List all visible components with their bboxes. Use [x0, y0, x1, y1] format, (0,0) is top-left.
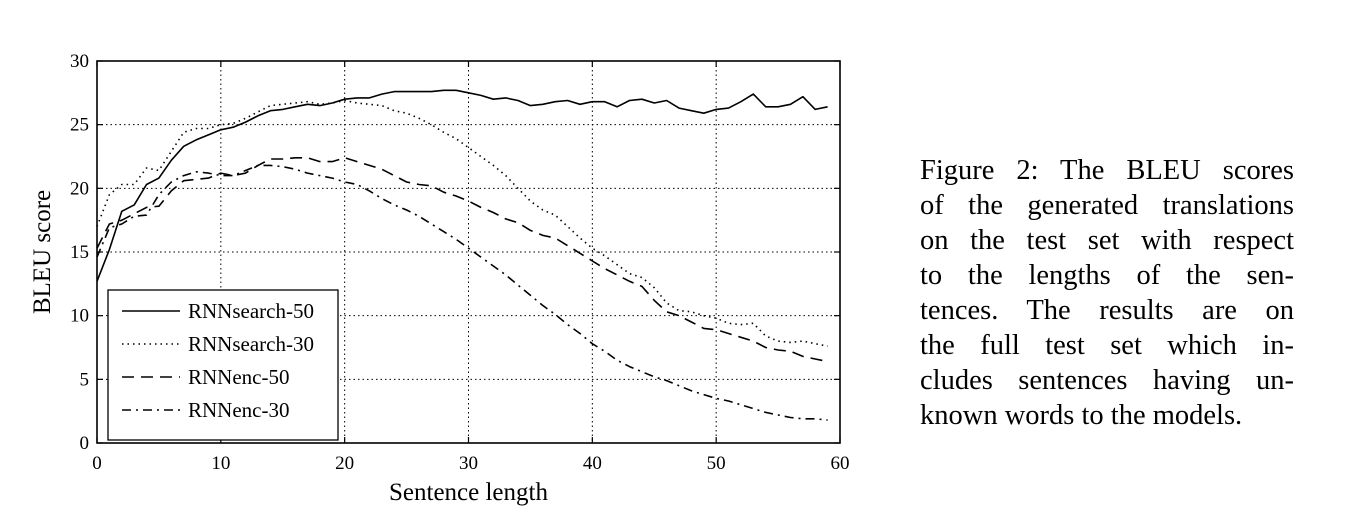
series-line-rnnenc-50: [96, 157, 828, 363]
x-tick-label: 10: [211, 453, 230, 474]
x-tick-label: 20: [335, 453, 354, 474]
legend-box: [107, 289, 339, 441]
x-tick-label: 50: [707, 453, 726, 474]
y-tick-label: 0: [80, 433, 90, 454]
caption-line: the full test set which in-: [920, 330, 1294, 361]
series-line-rnnsearch-30: [96, 99, 828, 347]
legend-label: RNNsearch-30: [188, 332, 314, 356]
figure-caption: Figure 2: The BLEU scores of the generat…: [920, 153, 1294, 433]
caption-line: known words to the models.: [920, 400, 1243, 431]
y-axis-title: BLEU score: [29, 190, 56, 314]
grid-lines: [97, 61, 840, 443]
x-tick-label: 30: [459, 453, 478, 474]
y-tick-label: 30: [70, 51, 89, 72]
legend-label: RNNenc-50: [188, 365, 289, 389]
x-tick-label: 0: [92, 453, 102, 474]
caption-line: on the test set with respect: [920, 225, 1294, 256]
legend: RNNsearch-50 RNNsearch-30 RNNenc-50 RNNenc-…: [107, 289, 339, 441]
y-tick-label: 10: [70, 306, 89, 327]
y-tick-label: 20: [70, 178, 89, 199]
y-tick-label: 15: [70, 242, 89, 263]
x-tick-label: 60: [831, 453, 850, 474]
y-tick-label: 5: [80, 369, 90, 390]
caption-line: of the generated translations: [920, 190, 1294, 221]
caption-line: to the lengths of the sen-: [920, 260, 1294, 291]
caption-line: Figure 2: The BLEU scores: [920, 155, 1294, 186]
legend-label: RNNenc-30: [188, 398, 289, 422]
caption-line: tences. The results are on: [920, 295, 1294, 326]
legend-label: RNNsearch-50: [188, 299, 314, 323]
series-line-rnnsearch-50: [96, 89, 828, 282]
x-tick-label: 40: [583, 453, 602, 474]
series-line-rnnenc-30: [96, 164, 828, 421]
caption-line: cludes sentences having un-: [920, 365, 1294, 396]
x-axis-title: Sentence length: [389, 479, 548, 506]
y-tick-label: 25: [70, 115, 89, 136]
axis-ticks: 0 10 20 30 40 50 60 0 5 10 15 20 25 30: [70, 51, 850, 474]
series-lines: [96, 89, 828, 421]
